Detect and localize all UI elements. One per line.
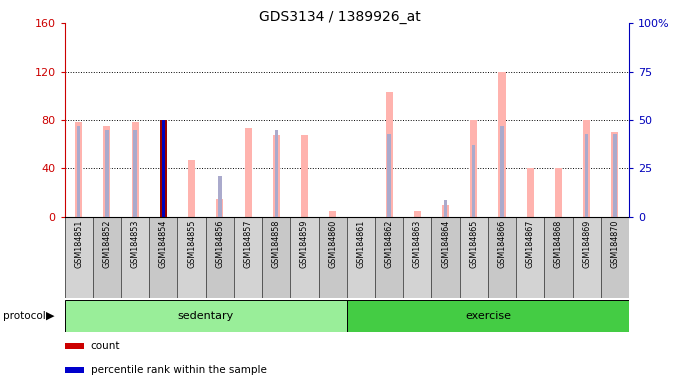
Bar [347, 300, 629, 332]
Text: GSM184852: GSM184852 [103, 219, 112, 268]
Text: GSM184866: GSM184866 [498, 219, 507, 268]
Bar [431, 217, 460, 298]
Text: ▶: ▶ [46, 311, 54, 321]
Bar [460, 217, 488, 298]
Bar [329, 211, 336, 217]
Bar [132, 122, 139, 217]
Bar [75, 122, 82, 217]
Bar [544, 217, 573, 298]
Bar [516, 217, 544, 298]
Bar [301, 134, 308, 217]
Bar [318, 217, 347, 298]
Bar [472, 145, 475, 217]
Bar [375, 217, 403, 298]
Text: sedentary: sedentary [177, 311, 234, 321]
Bar [386, 92, 392, 217]
Bar [273, 134, 279, 217]
Text: count: count [90, 341, 120, 351]
Text: GSM184867: GSM184867 [526, 219, 534, 268]
Bar [527, 169, 534, 217]
Bar [555, 169, 562, 217]
Bar [216, 199, 223, 217]
Bar [65, 300, 347, 332]
Bar [105, 130, 109, 217]
Bar [414, 211, 421, 217]
Text: GSM184865: GSM184865 [469, 219, 478, 268]
Text: GSM184862: GSM184862 [385, 219, 394, 268]
Bar [403, 217, 431, 298]
Text: GDS3134 / 1389926_at: GDS3134 / 1389926_at [259, 10, 421, 23]
Bar [275, 130, 278, 217]
Text: GSM184869: GSM184869 [582, 219, 591, 268]
Bar [177, 217, 205, 298]
Text: GSM184851: GSM184851 [74, 219, 83, 268]
Text: GSM184870: GSM184870 [611, 219, 619, 268]
Bar [290, 217, 318, 298]
Bar [218, 176, 222, 217]
Bar [65, 217, 92, 298]
Bar [188, 160, 195, 217]
Bar [573, 217, 601, 298]
Bar [121, 217, 149, 298]
Bar [613, 134, 617, 217]
Bar [388, 134, 391, 217]
Bar [103, 126, 110, 217]
Bar [500, 126, 504, 217]
Bar [133, 130, 137, 217]
Text: GSM184861: GSM184861 [356, 219, 365, 268]
Bar [498, 71, 505, 217]
Bar [92, 217, 121, 298]
Bar [611, 132, 618, 217]
Bar [601, 217, 629, 298]
Text: percentile rank within the sample: percentile rank within the sample [90, 365, 267, 375]
Bar [245, 129, 252, 217]
Text: GSM184864: GSM184864 [441, 219, 450, 268]
Text: GSM184855: GSM184855 [187, 219, 196, 268]
Text: GSM184853: GSM184853 [131, 219, 139, 268]
Bar [205, 217, 234, 298]
Text: exercise: exercise [465, 311, 511, 321]
Bar [488, 217, 516, 298]
Text: GSM184857: GSM184857 [243, 219, 252, 268]
Bar [77, 126, 80, 217]
Bar [585, 134, 588, 217]
Text: GSM184860: GSM184860 [328, 219, 337, 268]
Text: GSM184854: GSM184854 [159, 219, 168, 268]
Bar [149, 217, 177, 298]
Bar [160, 120, 167, 217]
Text: GSM184858: GSM184858 [272, 219, 281, 268]
Bar [442, 205, 449, 217]
Bar [262, 217, 290, 298]
Bar [162, 120, 165, 217]
Text: protocol: protocol [3, 311, 46, 321]
Bar [471, 120, 477, 217]
Bar [583, 120, 590, 217]
Text: GSM184856: GSM184856 [216, 219, 224, 268]
Bar [234, 217, 262, 298]
Text: GSM184859: GSM184859 [300, 219, 309, 268]
Text: GSM184863: GSM184863 [413, 219, 422, 268]
Bar [347, 217, 375, 298]
Text: GSM184868: GSM184868 [554, 219, 563, 268]
Bar [444, 200, 447, 217]
